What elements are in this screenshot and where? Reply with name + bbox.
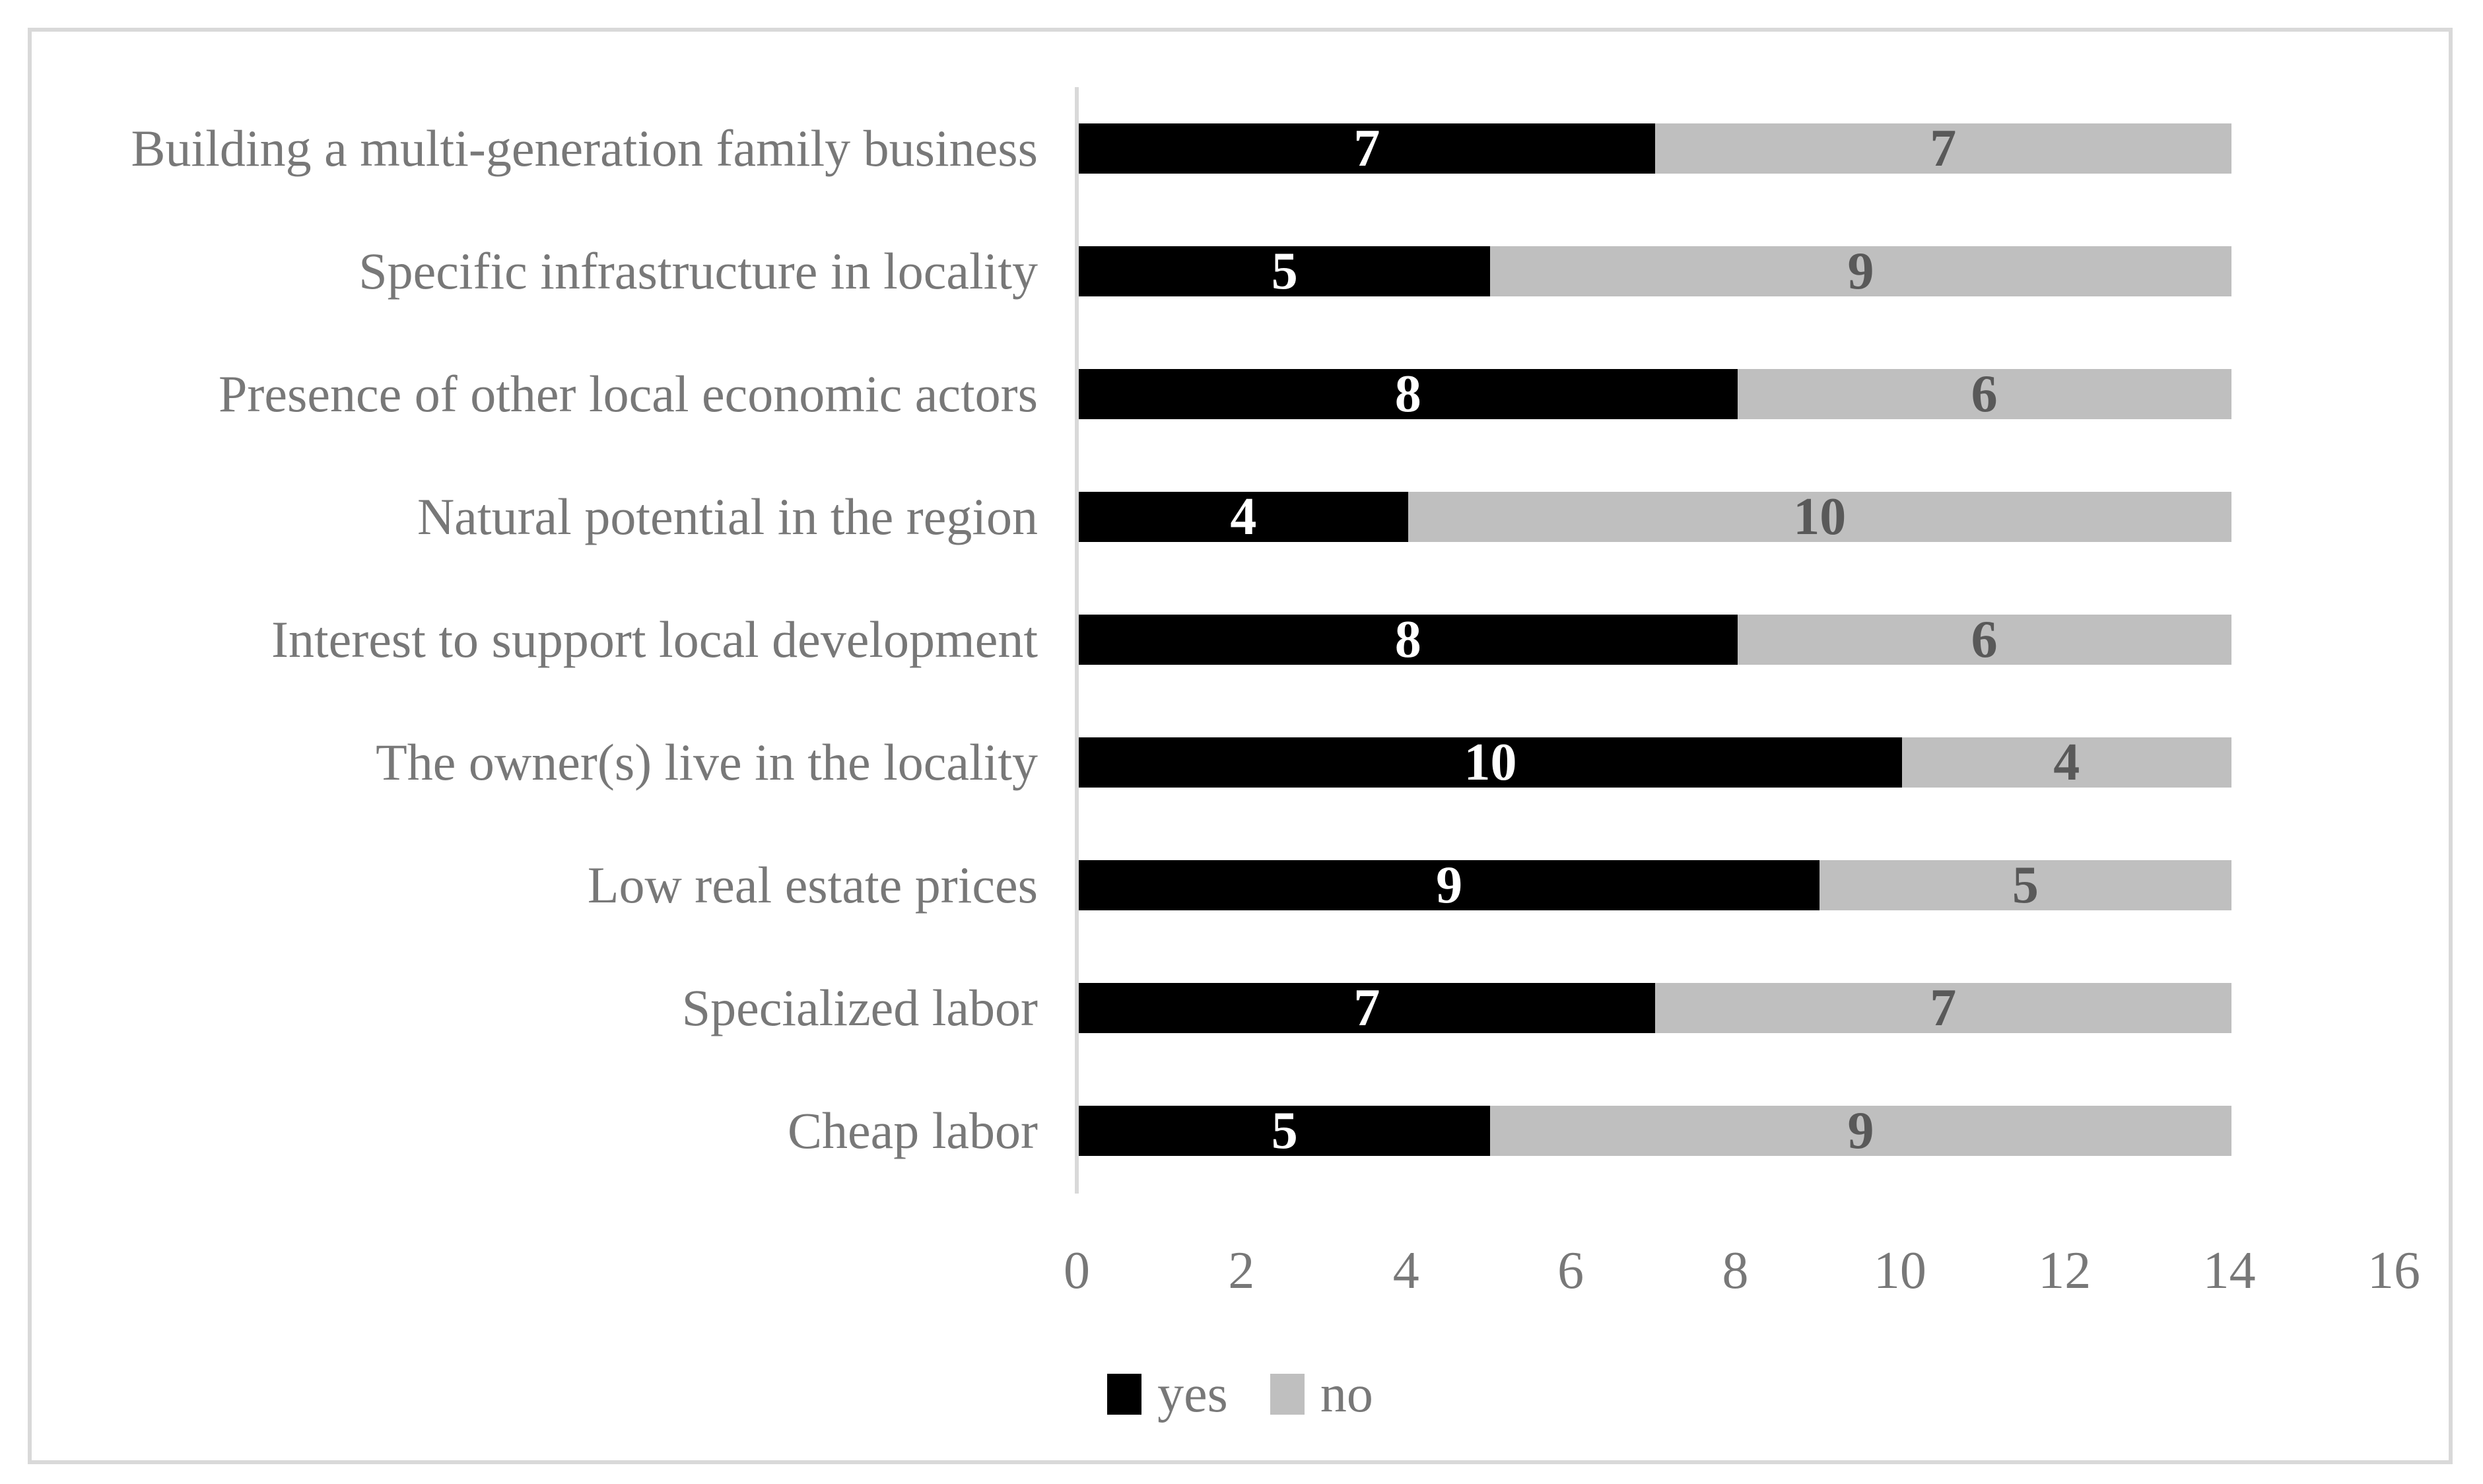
chart-row: Interest to support local development 8 … [0,578,2483,701]
x-axis-tick-label: 16 [2367,1242,2421,1300]
x-axis-tick-label: 14 [2202,1242,2256,1300]
bar-segment-no: 9 [1490,1106,2231,1156]
x-axis-tick-label: 4 [1392,1242,1419,1300]
category-label: Interest to support local development [271,611,1038,669]
bar-value-label: 8 [1394,615,1421,665]
bar-segment-no: 9 [1490,246,2231,296]
category-label: Specialized labor [681,979,1038,1037]
figure-border [28,28,2453,1464]
bar-track: 9 5 [1079,860,2231,910]
bar-value-label: 7 [1353,983,1380,1033]
y-axis-line [1075,87,1079,1194]
x-axis-tick-label: 6 [1557,1242,1584,1300]
x-axis-tick-label: 0 [1064,1242,1090,1300]
chart-row: Specialized labor 7 7 [0,947,2483,1069]
bar-segment-no: 7 [1654,123,2231,174]
legend-label: yes [1157,1365,1228,1423]
bar-value-label: 9 [1436,860,1463,910]
bar-track: 8 6 [1079,615,2231,665]
x-axis-tick-label: 8 [1722,1242,1749,1300]
bar-segment-yes: 9 [1079,860,1820,910]
bar-value-label: 8 [1394,369,1421,419]
bar-segment-no: 6 [1737,369,2231,419]
bar-value-label: 7 [1353,123,1380,174]
bar-value-label: 10 [1793,492,1847,542]
bar-segment-yes: 8 [1079,615,1738,665]
bar-track: 5 9 [1079,1106,2231,1156]
bar-track: 5 9 [1079,246,2231,296]
bar-value-label: 5 [1271,1106,1298,1156]
legend-swatch-yes-icon [1107,1374,1142,1415]
bar-value-label: 7 [1930,123,1957,174]
legend-item: yes [1107,1368,1228,1421]
chart-row: Presence of other local economic actors … [0,333,2483,455]
bar-value-label: 9 [1847,1106,1874,1156]
bar-segment-no: 6 [1737,615,2231,665]
bar-segment-yes: 5 [1079,1106,1491,1156]
chart-row: Building a multi-generation family busin… [0,87,2483,210]
bar-segment-no: 5 [1820,860,2231,910]
bar-segment-yes: 7 [1079,983,1655,1033]
bar-value-label: 7 [1930,983,1957,1033]
legend: yes no [28,1368,2453,1421]
category-label: Building a multi-generation family busin… [131,119,1038,178]
bar-segment-no: 7 [1654,983,2231,1033]
x-axis-tick-label: 10 [1873,1242,1926,1300]
bar-value-label: 9 [1847,246,1874,296]
chart-row: Natural potential in the region 4 10 [0,455,2483,578]
bar-track: 8 6 [1079,369,2231,419]
x-axis: 0 2 4 6 8 10 12 14 16 [0,1241,2483,1314]
category-label: The owner(s) live in the locality [376,733,1038,792]
bar-segment-yes: 8 [1079,369,1738,419]
bar-segment-yes: 5 [1079,246,1491,296]
legend-swatch-no-icon [1270,1374,1305,1415]
category-label: Natural potential in the region [417,488,1038,546]
bar-segment-yes: 4 [1079,492,1408,542]
category-label: Specific infrastructure in locality [358,242,1038,300]
bar-value-label: 10 [1464,737,1517,788]
bar-value-label: 4 [2053,737,2080,788]
category-label: Low real estate prices [587,856,1038,914]
x-axis-tick-label: 12 [2038,1242,2092,1300]
legend-item: no [1270,1368,1373,1421]
bar-value-label: 6 [1971,369,1998,419]
bar-value-label: 6 [1971,615,1998,665]
bar-track: 7 7 [1079,983,2231,1033]
plot-area: Building a multi-generation family busin… [0,87,2483,1192]
bar-value-label: 5 [1271,246,1298,296]
bar-segment-yes: 7 [1079,123,1655,174]
bar-value-label: 4 [1230,492,1257,542]
category-label: Cheap labor [787,1102,1038,1160]
x-axis-tick-label: 2 [1228,1242,1255,1300]
category-label: Presence of other local economic actors [219,365,1038,423]
bar-track: 10 4 [1079,737,2231,788]
bar-value-label: 5 [2012,860,2039,910]
bar-track: 7 7 [1079,123,2231,174]
bar-segment-yes: 10 [1079,737,1902,788]
chart-row: Specific infrastructure in locality 5 9 [0,210,2483,333]
chart-row: The owner(s) live in the locality 10 4 [0,701,2483,824]
bar-segment-no: 10 [1408,492,2231,542]
bar-track: 4 10 [1079,492,2231,542]
legend-label: no [1320,1365,1373,1423]
chart-row: Cheap labor 5 9 [0,1069,2483,1192]
chart-row: Low real estate prices 9 5 [0,824,2483,947]
bar-segment-no: 4 [1901,737,2231,788]
